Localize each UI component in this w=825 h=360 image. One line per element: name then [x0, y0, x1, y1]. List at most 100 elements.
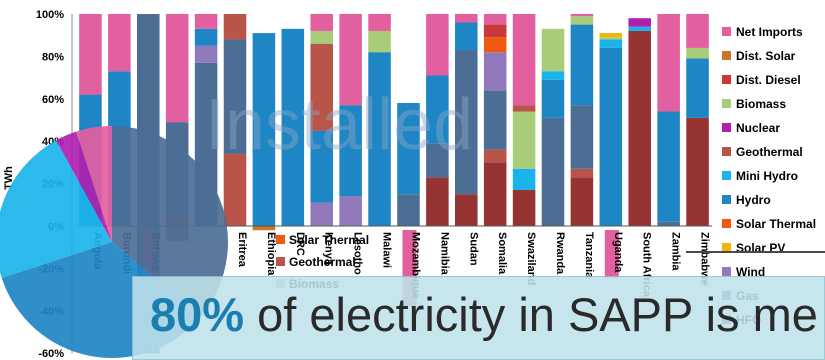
legend-swatch [722, 27, 731, 36]
legend-swatch [722, 195, 731, 204]
legend-label: Wind [736, 265, 765, 279]
legend-swatch [722, 51, 731, 60]
bar-segment [483, 149, 507, 163]
bar-segment [397, 103, 420, 195]
bar-segment [686, 58, 709, 118]
bar-segment [194, 14, 218, 29]
x-category-label: Kenya [323, 232, 335, 266]
legend-swatch [722, 267, 731, 276]
legend-label: Hydro [736, 193, 771, 207]
bar-segment [281, 28, 305, 227]
bar-segment [339, 196, 362, 226]
bar-segment [599, 33, 623, 38]
x-category-label: Ethiopia [265, 232, 277, 276]
x-category-label: Namibia [438, 232, 450, 276]
bar-segment [541, 28, 565, 72]
x-category-label: Sudan [467, 232, 479, 266]
legend-label: Net Imports [736, 25, 803, 39]
x-category-label: Swaziland [525, 232, 537, 285]
legend-label: Nuclear [736, 121, 780, 135]
bar-segment [339, 105, 362, 197]
pie-slice [112, 126, 228, 316]
summary-banner-highlight: 80% [150, 288, 245, 341]
bar-segment [483, 52, 507, 91]
x-category-label: Rwanda [554, 232, 566, 275]
bar-segment [483, 162, 507, 226]
bar-segment [512, 14, 536, 106]
legend-swatch [722, 243, 731, 252]
bar-segment [541, 117, 565, 226]
x-category-label: Uganda [612, 232, 624, 273]
bar-segment [628, 18, 652, 27]
pie-slice [0, 140, 112, 278]
bar-segment [454, 194, 478, 226]
y-tick-label: 80% [42, 51, 64, 63]
legend-swatch [722, 147, 731, 156]
x-category-label: Malawi [381, 232, 393, 268]
bar-segment [686, 117, 709, 226]
bar-segment [223, 153, 247, 226]
legend-label: Geothermal [736, 145, 803, 159]
bar-segment [657, 221, 680, 226]
legend-swatch [722, 99, 731, 108]
x-category-label: Zimbabwe [699, 232, 711, 286]
legend-label: Biomass [736, 97, 786, 111]
bar-segment [368, 52, 391, 226]
bar-segment [541, 71, 565, 80]
x-category-label: Zambia [670, 232, 682, 271]
bar-segment [686, 47, 709, 59]
bar-segment-negative [252, 226, 276, 231]
bar-segment [657, 14, 680, 112]
pie-slice [76, 126, 112, 242]
bar-segment [512, 105, 536, 112]
bar-segment [570, 177, 594, 226]
pie-legend-swatch [276, 235, 285, 244]
bar-segment [599, 37, 623, 40]
bar-segment [194, 45, 218, 63]
bar-segment [426, 143, 449, 178]
x-category-label: DRC [294, 232, 306, 256]
bar-segment [310, 14, 334, 31]
bar-segment [252, 33, 276, 226]
bar-segment [194, 28, 218, 46]
bar-segment [570, 24, 594, 106]
bar-segment [368, 14, 391, 31]
bar-segment [512, 189, 536, 226]
bar-segment [541, 79, 565, 118]
bar-segment [426, 75, 449, 144]
bar-segment [108, 14, 131, 72]
bar-segment [454, 14, 478, 23]
bar-segment [165, 14, 189, 123]
ghost-title-text: Installed [205, 85, 474, 165]
bar-segment [570, 14, 594, 17]
bar-segment [223, 14, 247, 40]
x-category-label: Tanzania [583, 232, 595, 279]
bar-segment [483, 37, 507, 53]
bar-segment [570, 16, 594, 25]
bar-segment [628, 26, 652, 31]
bar-segment [310, 30, 334, 44]
pie-legend-label: Geothermal [289, 255, 356, 269]
bar-segment [628, 30, 652, 227]
summary-banner-text: 80% of electricity in SAPP is me [150, 287, 818, 342]
bar-segment [483, 14, 507, 25]
bar-segment [454, 50, 478, 195]
category-highlight [604, 230, 619, 278]
bar-segment [512, 168, 536, 190]
legend-swatch [722, 219, 731, 228]
bar-segment [483, 24, 507, 38]
bar-segment [79, 14, 102, 95]
x-category-label: Eritrea [236, 232, 248, 268]
bar-segment [223, 39, 247, 154]
bar-segment [397, 194, 420, 226]
legend-label: Dist. Solar [736, 49, 796, 63]
bar-segment [599, 39, 623, 48]
bar-segment [310, 130, 334, 203]
legend-label: Dist. Diesel [736, 73, 801, 87]
y-tick-label: -60% [38, 348, 64, 360]
y-tick-label: 60% [42, 94, 64, 106]
bar-segment [570, 105, 594, 169]
bar-segment [454, 22, 478, 51]
